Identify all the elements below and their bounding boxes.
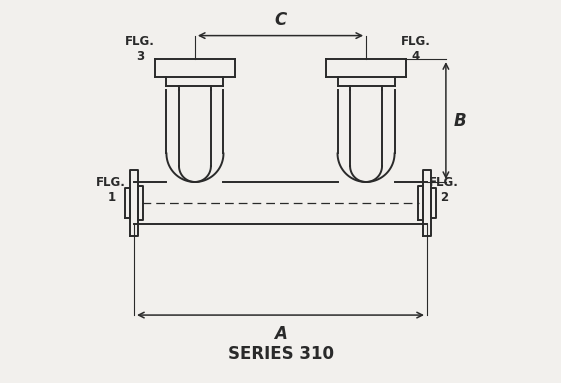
- Text: A: A: [274, 324, 287, 342]
- Text: SERIES 310: SERIES 310: [228, 345, 333, 363]
- Text: B: B: [453, 111, 466, 129]
- Text: C: C: [274, 11, 287, 29]
- Text: FLG.
2: FLG. 2: [429, 175, 459, 204]
- Text: FLG.
1: FLG. 1: [96, 175, 126, 204]
- Text: FLG.
3: FLG. 3: [125, 35, 155, 63]
- Text: FLG.
4: FLG. 4: [401, 35, 430, 63]
